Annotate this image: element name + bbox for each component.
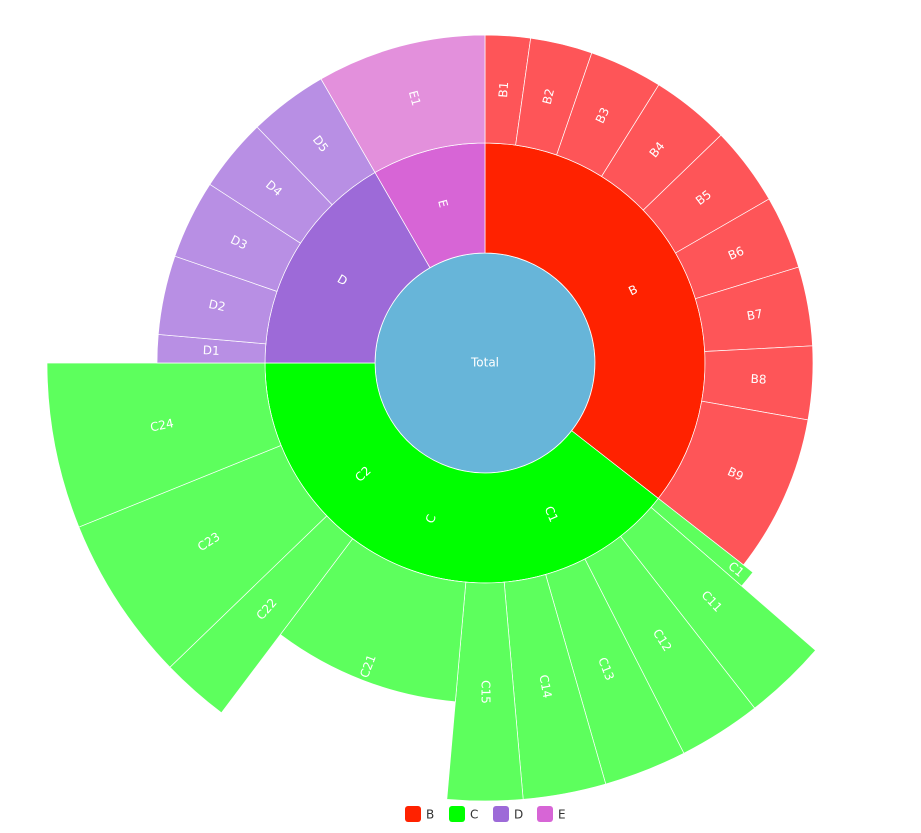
segment-label: D2: [207, 297, 226, 314]
segment-label: B2: [540, 87, 557, 106]
leaf-arc: [320, 34, 486, 173]
segment-label: D3: [228, 232, 249, 252]
center-label: Total: [470, 356, 499, 370]
segment-label: C24: [149, 416, 175, 434]
segment-label: E: [435, 198, 450, 209]
legend-swatch: [449, 806, 465, 822]
legend-swatch: [537, 806, 553, 822]
legend: B: [426, 808, 434, 822]
legend: E: [558, 808, 566, 822]
legend-swatch: [493, 806, 509, 822]
segment-label: C1: [542, 504, 561, 524]
segment-label: B9: [725, 464, 745, 483]
legend: D: [514, 808, 523, 822]
segment-label: B7: [746, 307, 764, 324]
segment-label: C14: [536, 673, 554, 699]
segment-label: C15: [479, 680, 493, 704]
leaf-arc: [46, 362, 282, 528]
segment-label: D1: [203, 343, 220, 358]
legend-swatch: [405, 806, 421, 822]
segment-label: B6: [726, 244, 746, 263]
segment-label: B8: [750, 372, 767, 387]
legend: C: [470, 808, 478, 822]
segment-label: B3: [593, 105, 612, 125]
segment-label: B1: [496, 81, 511, 98]
segment-label: E1: [406, 89, 423, 107]
